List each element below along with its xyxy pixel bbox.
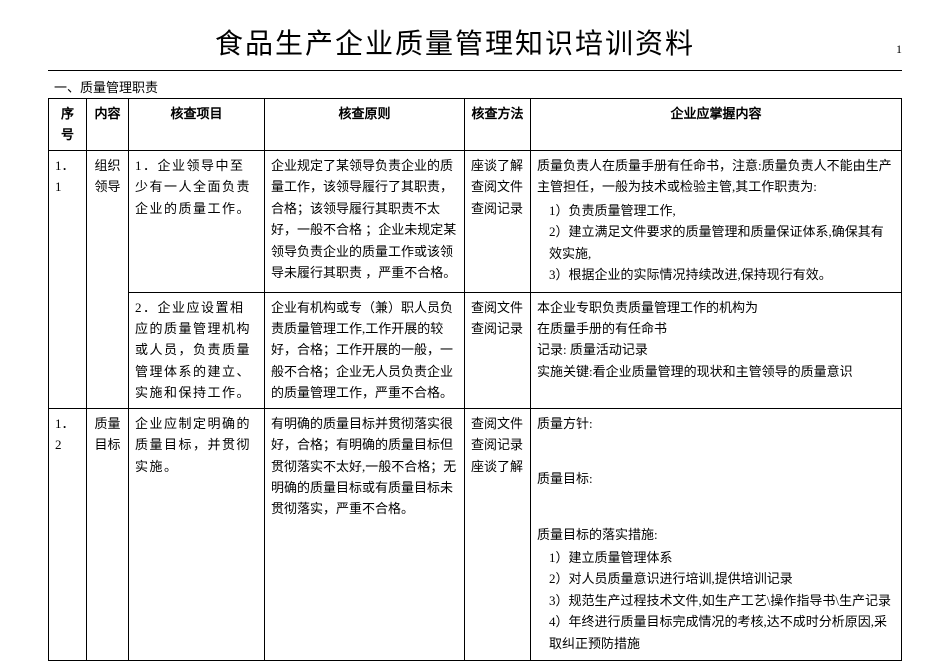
title-bar: 食品生产企业质量管理知识培训资料 1: [48, 18, 902, 71]
page-number: 1: [862, 42, 902, 57]
cell-content: 质量目标: [87, 408, 129, 661]
cell-method: 座谈了解查阅文件查阅记录: [465, 150, 531, 292]
page-title: 食品生产企业质量管理知识培训资料: [48, 18, 862, 70]
col-header-content: 内容: [87, 99, 129, 151]
list-item: 1）负责质量管理工作,: [549, 200, 895, 221]
cell-item: 企业应制定明确的质量目标，并贯彻实施。: [129, 408, 265, 661]
enterprise-label: 质量方针:: [537, 413, 895, 434]
col-header-principle: 核查原则: [265, 99, 465, 151]
col-header-method: 核查方法: [465, 99, 531, 151]
list-item: 2）对人员质量意识进行培训,提供培训记录: [549, 568, 895, 589]
list-item: 4）年终进行质量目标完成情况的考核,达不成时分析原因,采取纠正预防措施: [549, 611, 895, 654]
col-header-seq: 序号: [49, 99, 87, 151]
enterprise-line: 记录: 质量活动记录: [537, 339, 895, 360]
col-header-item: 核查项目: [129, 99, 265, 151]
enterprise-label: 质量目标:: [537, 468, 895, 489]
enterprise-line: 本企业专职负责质量管理工作的机构为: [537, 297, 895, 318]
list-item: 1）建立质量管理体系: [549, 547, 895, 568]
enterprise-list: 1）建立质量管理体系 2）对人员质量意识进行培训,提供培训记录 3）规范生产过程…: [549, 547, 895, 654]
cell-enterprise: 质量方针: 质量目标: 质量目标的落实措施: 1）建立质量管理体系 2）对人员质…: [531, 408, 902, 661]
cell-seq: 1．2: [49, 408, 87, 661]
enterprise-line: 实施关键:看企业质量管理的现状和主管领导的质量意识: [537, 361, 895, 382]
list-item: 3）根据企业的实际情况持续改进,保持现行有效。: [549, 264, 895, 285]
enterprise-intro: 质量负责人在质量手册有任命书，注意:质量负责人不能由生产主管担任，一般为技术或检…: [537, 158, 892, 194]
list-item: 2）建立满足文件要求的质量管理和质量保证体系,确保其有效实施,: [549, 221, 895, 264]
table-row: 2．企业应设置相应的质量管理机构或人员，负责质量管理体系的建立、实施和保持工作。…: [49, 292, 902, 408]
list-item: 3）规范生产过程技术文件,如生产工艺\操作指导书\生产记录: [549, 590, 895, 611]
section-header: 一、质量管理职责: [54, 77, 902, 96]
cell-method: 查阅文件查阅记录座谈了解: [465, 408, 531, 661]
spacer: [537, 434, 895, 468]
cell-method: 查阅文件查阅记录: [465, 292, 531, 408]
enterprise-label: 质量目标的落实措施:: [537, 524, 895, 545]
cell-enterprise: 质量负责人在质量手册有任命书，注意:质量负责人不能由生产主管担任，一般为技术或检…: [531, 150, 902, 292]
cell-principle: 有明确的质量目标并贯彻落实很好，合格；有明确的质量目标但贯彻落实不太好,一般不合…: [265, 408, 465, 661]
table-row: 1．1 组织领导 1．企业领导中至少有一人全面负责企业的质量工作。 企业规定了某…: [49, 150, 902, 292]
cell-principle: 企业有机构或专（兼）职人员负责质量管理工作,工作开展的较好，合格；工作开展的一般…: [265, 292, 465, 408]
cell-principle: 企业规定了某领导负责企业的质量工作，该领导履行了其职责，合格；该领导履行其职责不…: [265, 150, 465, 292]
cell-item: 2．企业应设置相应的质量管理机构或人员，负责质量管理体系的建立、实施和保持工作。: [129, 292, 265, 408]
table-header-row: 序号 内容 核查项目 核查原则 核查方法 企业应掌握内容: [49, 99, 902, 151]
spacer: [537, 490, 895, 524]
enterprise-line: 在质量手册的有任命书: [537, 318, 895, 339]
cell-enterprise: 本企业专职负责质量管理工作的机构为 在质量手册的有任命书 记录: 质量活动记录 …: [531, 292, 902, 408]
table-row: 1．2 质量目标 企业应制定明确的质量目标，并贯彻实施。 有明确的质量目标并贯彻…: [49, 408, 902, 661]
document-page: 食品生产企业质量管理知识培训资料 1 一、质量管理职责 序号 内容 核查项目 核…: [0, 0, 950, 672]
cell-content: 组织领导: [87, 150, 129, 408]
cell-item: 1．企业领导中至少有一人全面负责企业的质量工作。: [129, 150, 265, 292]
enterprise-list: 1）负责质量管理工作, 2）建立满足文件要求的质量管理和质量保证体系,确保其有效…: [549, 200, 895, 286]
main-table: 序号 内容 核查项目 核查原则 核查方法 企业应掌握内容 1．1 组织领导 1．…: [48, 98, 902, 661]
col-header-enterprise: 企业应掌握内容: [531, 99, 902, 151]
cell-seq: 1．1: [49, 150, 87, 408]
